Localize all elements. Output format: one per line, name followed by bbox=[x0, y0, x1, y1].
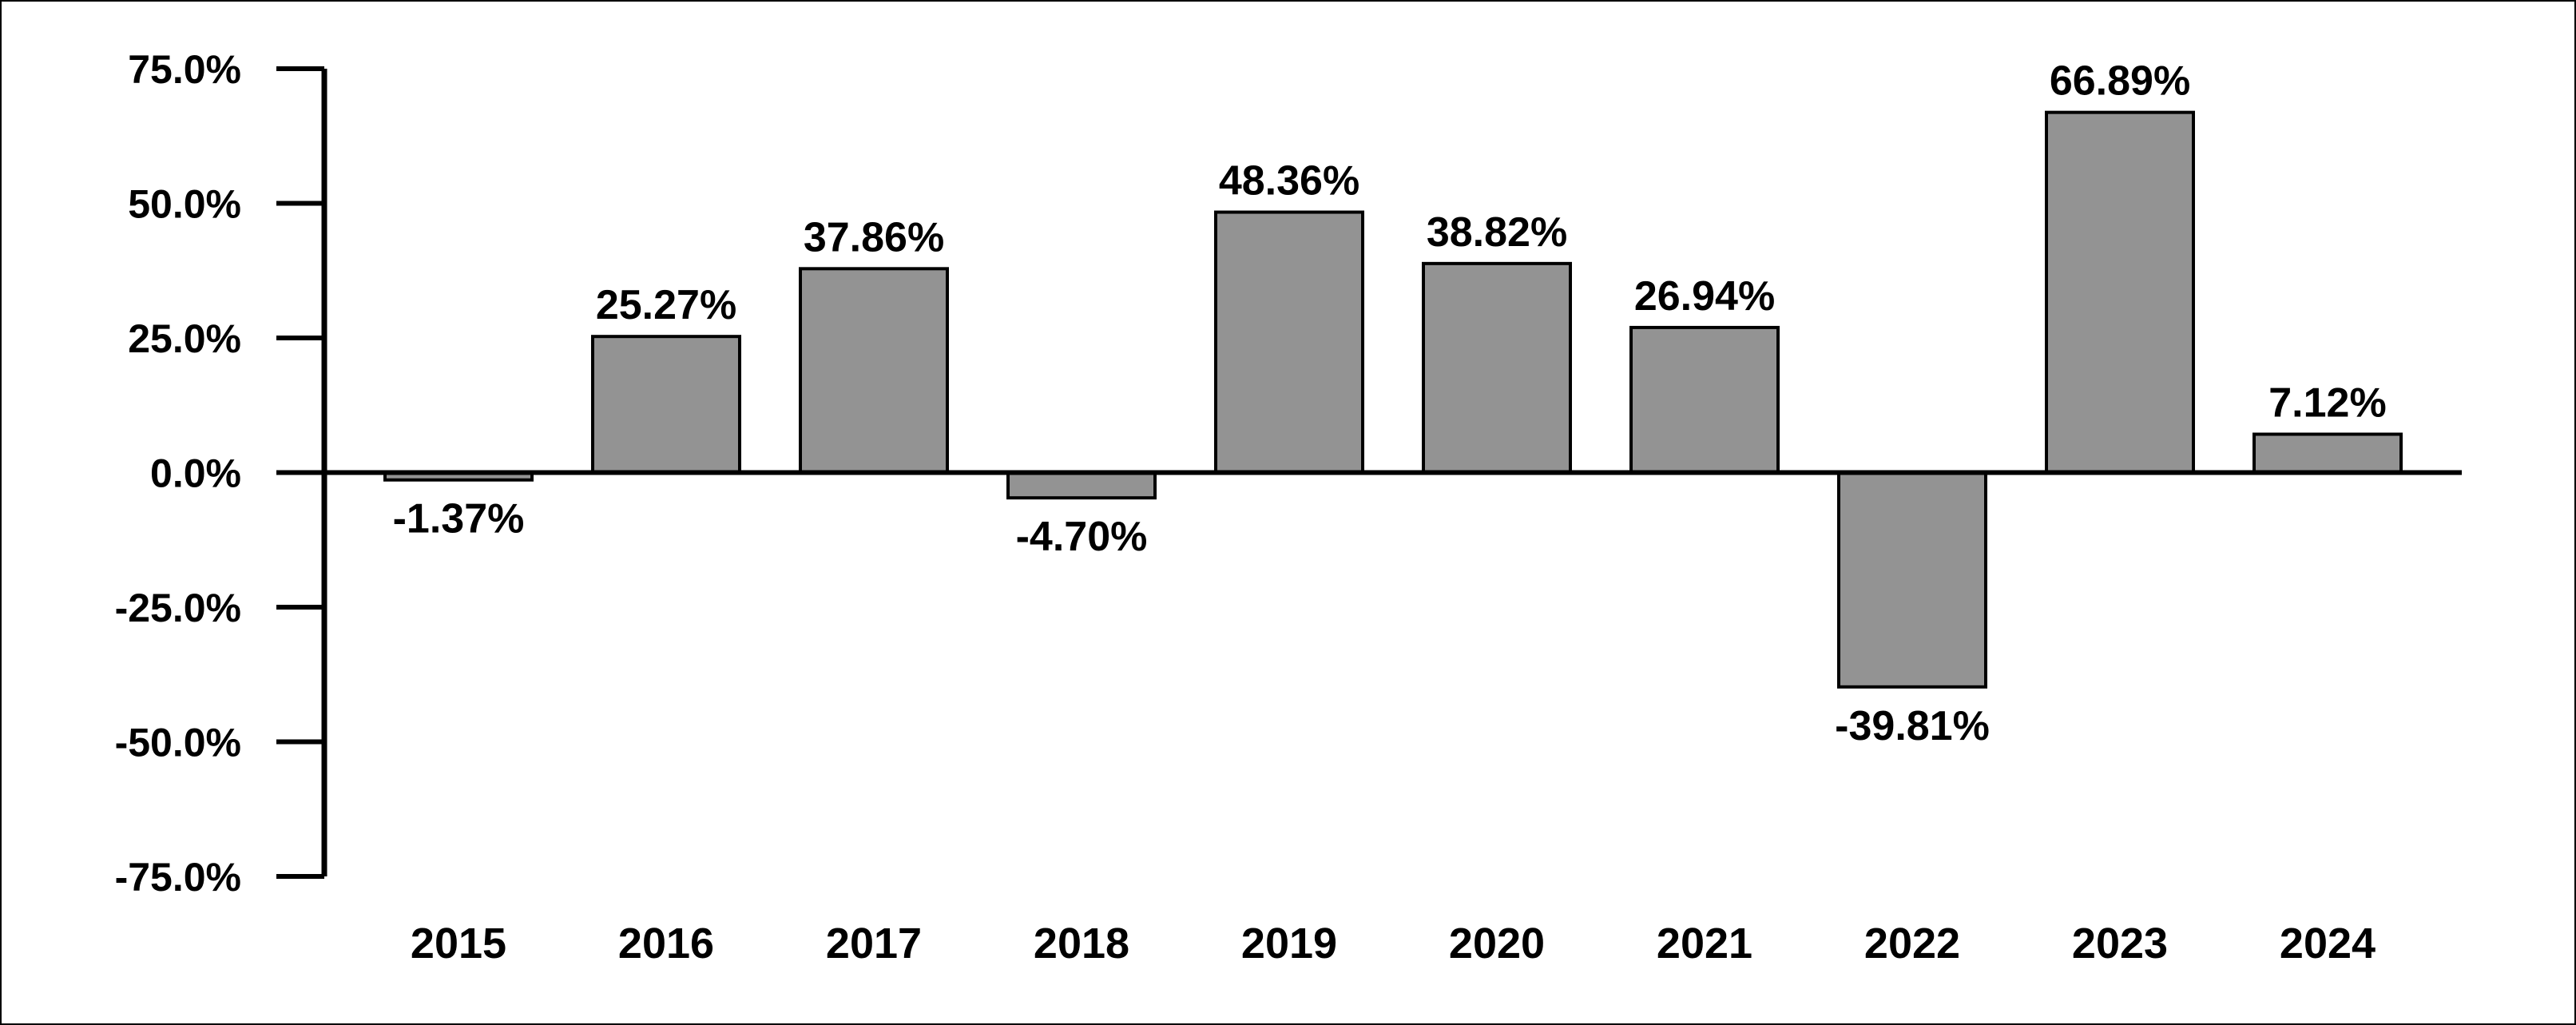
x-category-label: 2021 bbox=[1657, 920, 1752, 967]
y-tick-label: 75.0% bbox=[128, 47, 241, 92]
y-tick-label: -75.0% bbox=[115, 855, 241, 900]
data-label-2017: 37.86% bbox=[804, 214, 944, 260]
bar-2018 bbox=[1006, 471, 1157, 500]
x-axis: 2015 2016 2017 2018 2019 2020 2021 2022 2023 2024 bbox=[411, 920, 2376, 967]
x-category-label: 2015 bbox=[411, 920, 506, 967]
data-label-2023: 66.89% bbox=[2050, 58, 2190, 105]
y-tick-label: 50.0% bbox=[128, 182, 241, 227]
x-category-label: 2020 bbox=[1449, 920, 1545, 967]
x-category-label: 2024 bbox=[2280, 920, 2376, 967]
y-tick-label: 0.0% bbox=[150, 451, 241, 496]
y-tick-label: 25.0% bbox=[128, 316, 241, 361]
y-tick-label: -50.0% bbox=[115, 721, 241, 765]
bar-2017 bbox=[799, 267, 949, 475]
data-label-2019: 48.36% bbox=[1219, 158, 1359, 205]
data-label-2021: 26.94% bbox=[1634, 273, 1775, 320]
bar-2024 bbox=[2253, 432, 2403, 475]
x-category-label: 2023 bbox=[2072, 920, 2168, 967]
y-tick-label: -25.0% bbox=[115, 586, 241, 630]
bar-2016 bbox=[591, 335, 741, 475]
data-label-2015: -1.37% bbox=[393, 496, 525, 542]
bar-2020 bbox=[1422, 261, 1572, 475]
bar-2021 bbox=[1629, 325, 1780, 475]
x-category-label: 2019 bbox=[1241, 920, 1337, 967]
bar-2023 bbox=[2045, 110, 2195, 475]
x-category-label: 2016 bbox=[618, 920, 714, 967]
data-label-2022: -39.81% bbox=[1835, 703, 1990, 749]
data-labels: -1.37% 25.27% 37.86% -4.70% 48.36% 38.82% 26.9… bbox=[393, 58, 2387, 749]
x-category-label: 2017 bbox=[826, 920, 922, 967]
data-label-2020: 38.82% bbox=[1427, 209, 1567, 256]
bar-2019 bbox=[1214, 210, 1364, 475]
bar-2022 bbox=[1837, 471, 1987, 689]
x-category-label: 2022 bbox=[1864, 920, 1960, 967]
data-label-2024: 7.12% bbox=[2268, 380, 2386, 427]
data-label-2018: -4.70% bbox=[1016, 514, 1148, 560]
y-axis: 75.0% 50.0% 25.0% 0.0% -25.0% -50.0% -75.0% bbox=[115, 47, 327, 900]
data-label-2016: 25.27% bbox=[596, 282, 736, 328]
bars bbox=[383, 110, 2403, 689]
x-category-label: 2018 bbox=[1034, 920, 1129, 967]
